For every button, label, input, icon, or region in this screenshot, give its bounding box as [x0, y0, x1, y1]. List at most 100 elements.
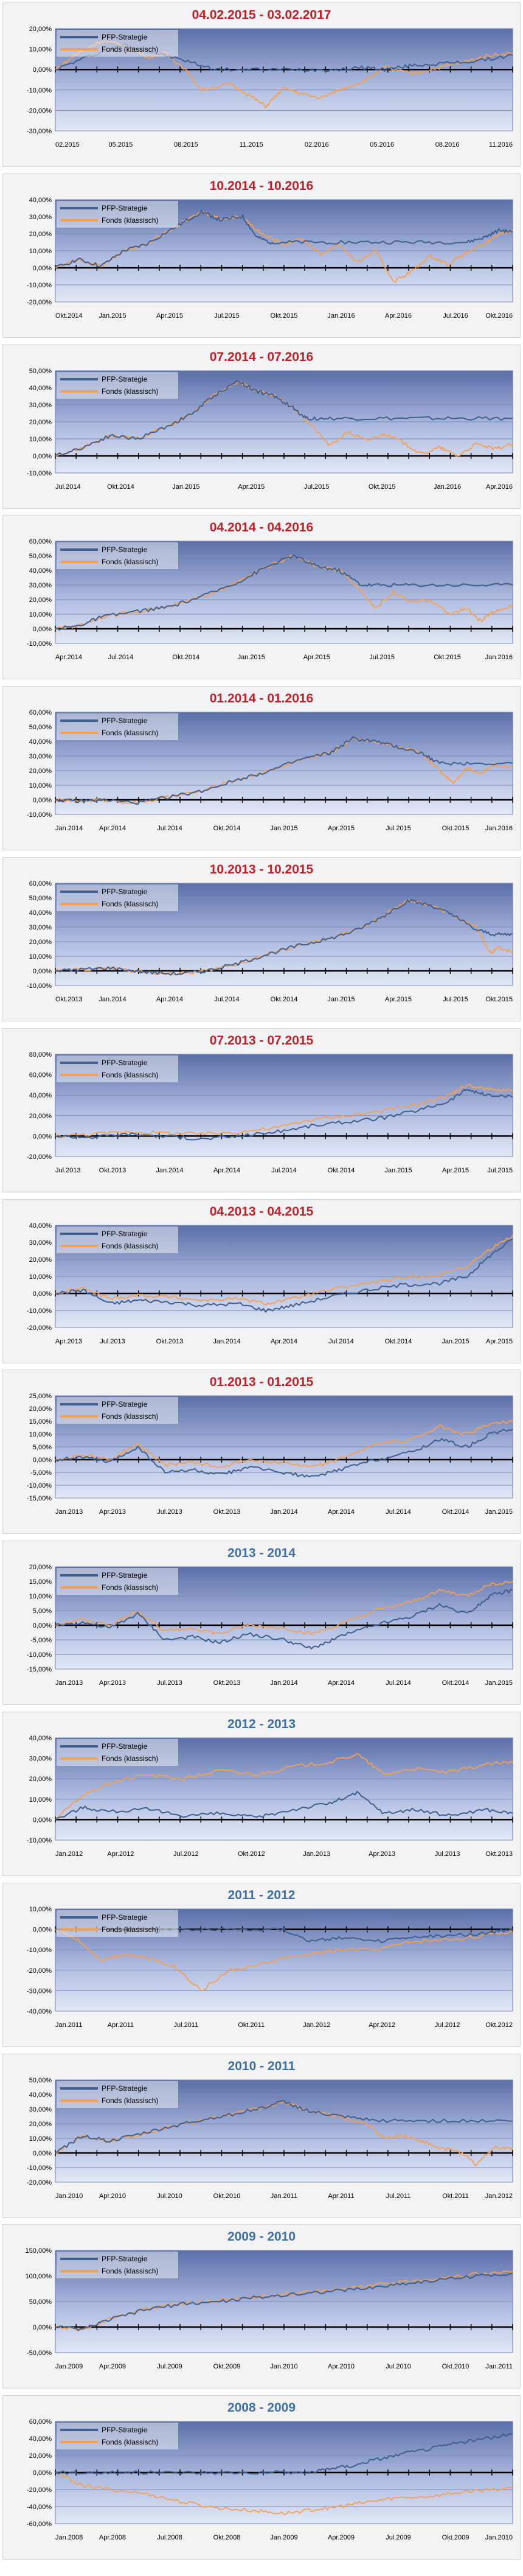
y-tick-label: -10,00%: [27, 982, 52, 990]
x-tick-label: Okt.2012: [238, 1850, 265, 1858]
x-tick-label: Jan.2015: [442, 1338, 469, 1345]
x-tick-label: Jul.2014: [108, 654, 134, 661]
legend-label: Fonds (klassisch): [102, 2096, 158, 2105]
x-tick-label: Okt.2015: [369, 483, 396, 491]
legend-label: PFP-Strategie: [102, 33, 148, 41]
y-tick-label: 30,00%: [29, 2106, 52, 2113]
legend-label: PFP-Strategie: [102, 2084, 148, 2093]
x-tick-label: Okt.2010: [213, 2193, 241, 2200]
y-tick-label: 10,00%: [29, 1906, 52, 1913]
x-tick-label: Okt.2015: [271, 312, 298, 320]
x-tick-label: Jan.2014: [270, 1679, 297, 1687]
x-tick-label: Apr.2015: [238, 483, 265, 491]
x-tick-label: Jul.2015: [214, 312, 240, 320]
x-tick-label: Apr.2009: [99, 2363, 126, 2370]
y-tick-label: 0,00%: [33, 453, 52, 460]
legend-label: PFP-Strategie: [102, 1742, 148, 1751]
y-tick-label: 30,00%: [29, 402, 52, 409]
line-chart: 80,00%60,00%40,00%20,00%0,00%-20,00%Jul.…: [27, 1051, 513, 1174]
y-tick-label: 40,00%: [29, 567, 52, 575]
x-tick-label: Okt.2014: [442, 1508, 469, 1516]
x-tick-label: Jul.2013: [100, 1338, 125, 1345]
x-tick-label: Okt.2015: [442, 825, 469, 832]
legend: PFP-Strategie Fonds (klassisch): [57, 1568, 178, 1595]
x-tick-label: Okt.2014: [271, 996, 298, 1003]
x-tick-label: Apr.2013: [369, 1850, 395, 1858]
legend-label: Fonds (klassisch): [102, 1583, 158, 1592]
y-tick-label: -10,00%: [27, 87, 52, 94]
chart-panel: 07.2014 - 07.2016 50,00% 40,00% 30,00% 20,00…: [2, 344, 521, 509]
y-tick-label: 40,00%: [29, 1735, 52, 1742]
x-tick-label: 02.2015: [55, 141, 80, 149]
series-line-pfp: [55, 209, 513, 268]
series-line-fonds: [55, 1420, 513, 1469]
x-tick-label: Jul.2015: [304, 483, 330, 491]
series-line-pfp: [55, 1589, 513, 1650]
x-tick-label: Okt.2016: [485, 312, 513, 320]
y-tick-label: 0,00%: [33, 968, 52, 975]
x-tick-label: Apr.2015: [486, 1338, 513, 1345]
chart-title: 2011 - 2012: [227, 1888, 296, 1902]
y-tick-label: -15,00%: [27, 1666, 52, 1673]
legend-label: Fonds (klassisch): [102, 729, 158, 737]
x-tick-label: Okt.2014: [173, 654, 200, 661]
y-tick-label: 10,00%: [29, 1273, 52, 1281]
line-chart: 50,00% 40,00% 30,00% 20,00% 10,00% 0,00% -10,0…: [27, 368, 513, 491]
x-tick-label: Apr.2013: [55, 1338, 82, 1345]
x-tick-label: Apr.2011: [328, 2193, 354, 2200]
x-tick-label: Apr.2014: [328, 1508, 355, 1516]
x-tick-label: Okt.2009: [213, 2363, 241, 2370]
x-tick-label: Apr.2016: [486, 483, 513, 491]
chart-title: 01.2014 - 01.2016: [209, 691, 314, 706]
x-tick-label: Okt.2010: [442, 2363, 469, 2370]
y-tick-label: 20,00%: [29, 768, 52, 775]
x-tick-label: Apr.2012: [107, 1850, 134, 1858]
legend-label: Fonds (klassisch): [102, 2267, 158, 2275]
y-tick-label: -20,00%: [27, 1153, 52, 1161]
y-tick-label: 30,00%: [29, 1239, 52, 1247]
y-tick-label: 10,00%: [29, 1431, 52, 1438]
x-tick-label: Okt.2012: [485, 2021, 513, 2029]
series-line-fonds: [55, 1234, 513, 1306]
series-line-pfp: [55, 899, 513, 976]
y-tick-label: 20,00%: [29, 231, 52, 238]
line-chart: 150,00% 100,00% 50,00% 0,00% -50,00%Jan.2009…: [26, 2247, 513, 2370]
legend: PFP-Strategie Fonds (klassisch): [57, 884, 178, 911]
x-tick-label: 11.2016: [489, 141, 513, 149]
y-tick-label: 40,00%: [29, 1222, 52, 1230]
y-tick-label: 0,00%: [33, 1290, 52, 1298]
y-tick-label: 0,00%: [33, 626, 52, 633]
y-tick-label: 150,00%: [26, 2247, 52, 2255]
x-tick-label: Jul.2012: [435, 2021, 460, 2029]
x-tick-label: Jan.2012: [303, 2021, 330, 2029]
x-tick-label: Jul.2011: [173, 2021, 198, 2029]
x-tick-label: Jul.2015: [386, 825, 411, 832]
chart-title: 04.2013 - 04.2015: [209, 1204, 314, 1219]
x-tick-label: Okt.2011: [238, 2021, 265, 2029]
x-tick-label: Jul.2014: [55, 483, 81, 491]
y-tick-label: 0,00%: [33, 2324, 52, 2331]
x-tick-label: Jul.2015: [487, 1167, 513, 1174]
y-tick-label: 20,00%: [29, 2452, 52, 2460]
legend: PFP-Strategie Fonds (klassisch): [57, 371, 178, 399]
x-tick-label: Okt.2011: [442, 2193, 469, 2200]
x-tick-label: Apr.2014: [156, 996, 183, 1003]
chart-title: 07.2014 - 07.2016: [209, 349, 314, 364]
x-tick-label: Apr.2015: [328, 825, 355, 832]
legend: PFP-Strategie Fonds (klassisch): [57, 1226, 178, 1253]
x-tick-label: Okt.2013: [213, 1679, 241, 1687]
x-tick-label: Apr.2013: [99, 1679, 126, 1687]
series-line-pfp: [55, 2273, 513, 2332]
chart-panel: 01.2014 - 01.2016 60,00% 50,00% 40,00% 30,00…: [2, 686, 521, 851]
x-tick-label: Jan.2014: [99, 996, 126, 1003]
x-tick-label: Okt.2013: [485, 1850, 513, 1858]
y-tick-label: 10,00%: [29, 46, 52, 54]
chart-title: 07.2013 - 07.2015: [209, 1033, 314, 1048]
x-tick-label: Jan.2015: [485, 1508, 513, 1516]
y-tick-label: -5,00%: [30, 1469, 52, 1477]
x-tick-label: Okt.2014: [442, 1679, 469, 1687]
chart-panel: 2013 - 2014 20,00% 15,00% 10,00% 5,00% 0,00% -…: [2, 1541, 521, 1706]
series-line-pfp: [55, 380, 513, 457]
x-tick-label: Jul.2010: [157, 2193, 182, 2200]
chart-title: 10.2013 - 10.2015: [209, 863, 314, 877]
